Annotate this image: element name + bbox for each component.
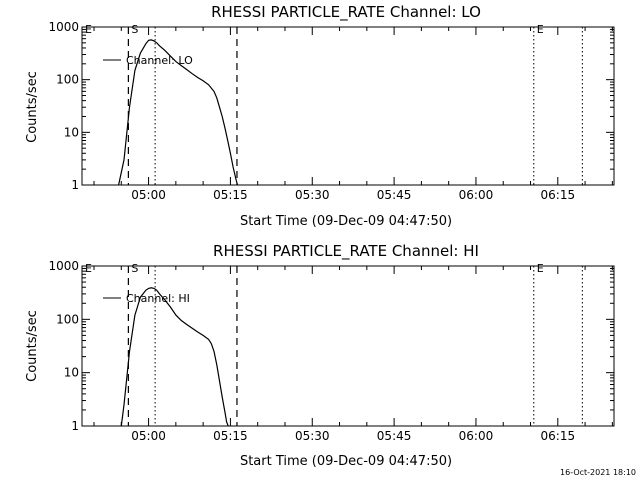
event-marker-label: S xyxy=(131,23,138,36)
x-tick-label: 06:00 xyxy=(459,429,494,443)
legend-label: Channel: HI xyxy=(126,292,190,305)
x-tick-label: 06:15 xyxy=(541,429,576,443)
y-tick-label: 100 xyxy=(56,312,79,326)
y-tick-label: 1 xyxy=(71,419,79,433)
y-tick-label: 10 xyxy=(64,125,79,139)
plot-frame xyxy=(81,26,615,186)
series-line xyxy=(120,287,229,427)
y-tick-label: 1 xyxy=(71,178,79,192)
chart-panel-hi: RHESSI PARTICLE_RATE Channel: HI Counts/… xyxy=(25,242,615,469)
x-tick-label: 05:15 xyxy=(213,429,248,443)
x-axis-label: Start Time (09-Dec-09 04:47:50) xyxy=(240,214,452,229)
y-tick-label: 100 xyxy=(56,73,79,87)
chart-panel-lo: RHESSI PARTICLE_RATE Channel: LO Counts/… xyxy=(25,3,615,229)
y-axis-label: Counts/sec xyxy=(25,310,40,382)
event-marker-label: S xyxy=(131,262,138,275)
legend-label: Channel: LO xyxy=(126,54,193,67)
x-tick-label: 06:00 xyxy=(459,188,494,202)
event-marker-label: E xyxy=(537,262,544,275)
event-marker-label: E xyxy=(537,23,544,36)
x-tick-label: 05:15 xyxy=(213,188,248,202)
x-tick-label: 05:00 xyxy=(131,188,166,202)
y-tick-label: 1000 xyxy=(48,259,79,273)
x-axis-label: Start Time (09-Dec-09 04:47:50) xyxy=(240,454,452,469)
chart-title: RHESSI PARTICLE_RATE Channel: HI xyxy=(213,242,479,261)
chart-title: RHESSI PARTICLE_RATE Channel: LO xyxy=(211,3,481,22)
y-tick-label: 10 xyxy=(64,366,79,380)
y-tick-label: 1000 xyxy=(48,20,79,34)
x-tick-label: 05:45 xyxy=(377,429,412,443)
y-axis-label: Counts/sec xyxy=(25,71,40,143)
event-marker-label: E xyxy=(85,262,92,275)
x-tick-label: 05:30 xyxy=(295,188,330,202)
x-tick-label: 05:30 xyxy=(295,429,330,443)
x-tick-label: 05:45 xyxy=(377,188,412,202)
x-tick-label: 05:00 xyxy=(131,429,166,443)
event-marker-label: E xyxy=(85,23,92,36)
x-tick-label: 06:15 xyxy=(541,188,576,202)
series-line xyxy=(118,39,239,186)
generation-timestamp: 16-Oct-2021 18:10 xyxy=(560,468,636,477)
